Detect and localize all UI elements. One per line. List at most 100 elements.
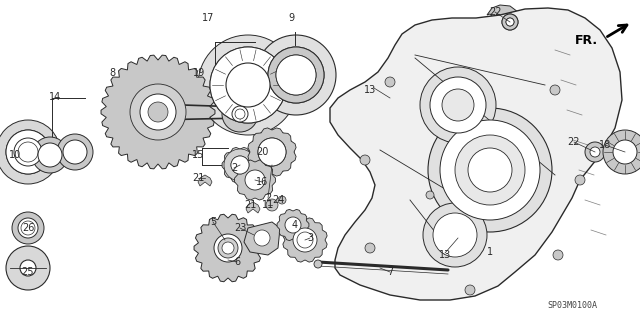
Circle shape bbox=[420, 67, 496, 143]
Text: FR.: FR. bbox=[575, 33, 598, 47]
Circle shape bbox=[440, 120, 540, 220]
Circle shape bbox=[256, 35, 336, 115]
Circle shape bbox=[140, 94, 176, 130]
Circle shape bbox=[585, 142, 605, 162]
Polygon shape bbox=[277, 209, 309, 241]
Polygon shape bbox=[330, 8, 622, 300]
Circle shape bbox=[276, 55, 316, 95]
Circle shape bbox=[276, 55, 316, 95]
Text: 24: 24 bbox=[272, 195, 284, 205]
Circle shape bbox=[575, 175, 585, 185]
Circle shape bbox=[231, 156, 249, 174]
Circle shape bbox=[426, 191, 434, 199]
Circle shape bbox=[6, 130, 50, 174]
Circle shape bbox=[18, 218, 38, 238]
Circle shape bbox=[32, 137, 68, 173]
Circle shape bbox=[210, 47, 286, 123]
Circle shape bbox=[502, 14, 518, 30]
Circle shape bbox=[550, 85, 560, 95]
Circle shape bbox=[14, 138, 42, 166]
Text: 25: 25 bbox=[22, 267, 35, 277]
Text: 14: 14 bbox=[49, 92, 61, 102]
Circle shape bbox=[235, 109, 245, 119]
Circle shape bbox=[245, 170, 265, 190]
Circle shape bbox=[285, 217, 301, 233]
Circle shape bbox=[254, 230, 270, 246]
Text: 4: 4 bbox=[292, 220, 298, 230]
Circle shape bbox=[38, 143, 62, 167]
Circle shape bbox=[468, 148, 512, 192]
Circle shape bbox=[20, 260, 36, 276]
Circle shape bbox=[148, 102, 168, 122]
Polygon shape bbox=[244, 222, 280, 255]
Circle shape bbox=[502, 14, 518, 30]
Circle shape bbox=[18, 142, 38, 162]
Text: 22: 22 bbox=[489, 7, 501, 17]
Text: 26: 26 bbox=[22, 223, 34, 233]
Circle shape bbox=[293, 228, 317, 252]
Polygon shape bbox=[248, 128, 296, 176]
Circle shape bbox=[198, 35, 298, 135]
Text: 23: 23 bbox=[234, 223, 246, 233]
Circle shape bbox=[232, 106, 248, 122]
Circle shape bbox=[613, 140, 637, 164]
Text: 3: 3 bbox=[307, 233, 313, 243]
Text: 19: 19 bbox=[193, 68, 205, 78]
Circle shape bbox=[218, 238, 238, 258]
Circle shape bbox=[430, 77, 486, 133]
Polygon shape bbox=[235, 160, 275, 200]
Circle shape bbox=[130, 84, 186, 140]
Circle shape bbox=[360, 155, 370, 165]
Text: 13: 13 bbox=[364, 85, 376, 95]
Circle shape bbox=[140, 94, 176, 130]
Circle shape bbox=[465, 285, 475, 295]
Circle shape bbox=[57, 134, 93, 170]
Text: 20: 20 bbox=[256, 147, 268, 157]
Circle shape bbox=[428, 108, 552, 232]
Circle shape bbox=[266, 199, 278, 211]
Text: 5: 5 bbox=[210, 217, 216, 227]
Circle shape bbox=[21, 221, 35, 235]
Polygon shape bbox=[283, 218, 327, 262]
Circle shape bbox=[0, 120, 60, 184]
Circle shape bbox=[6, 246, 50, 290]
Polygon shape bbox=[487, 5, 520, 30]
Circle shape bbox=[590, 147, 600, 157]
Circle shape bbox=[603, 130, 640, 174]
Polygon shape bbox=[198, 175, 212, 186]
Circle shape bbox=[553, 250, 563, 260]
Text: 16: 16 bbox=[256, 177, 268, 187]
Circle shape bbox=[12, 212, 44, 244]
Text: 17: 17 bbox=[202, 13, 214, 23]
Text: 7: 7 bbox=[387, 267, 393, 277]
Circle shape bbox=[455, 135, 525, 205]
Polygon shape bbox=[222, 147, 258, 182]
Circle shape bbox=[210, 47, 286, 123]
Text: 2: 2 bbox=[231, 163, 237, 173]
Text: 13: 13 bbox=[439, 250, 451, 260]
Text: 22: 22 bbox=[568, 137, 580, 147]
Text: SP03M0100A: SP03M0100A bbox=[547, 300, 597, 309]
Circle shape bbox=[214, 234, 242, 262]
Circle shape bbox=[433, 213, 477, 257]
Circle shape bbox=[442, 89, 474, 121]
Circle shape bbox=[423, 203, 487, 267]
Text: 18: 18 bbox=[599, 140, 611, 150]
Circle shape bbox=[63, 140, 87, 164]
Circle shape bbox=[385, 77, 395, 87]
Polygon shape bbox=[101, 55, 215, 169]
Circle shape bbox=[250, 130, 294, 174]
Polygon shape bbox=[246, 202, 260, 213]
Text: 8: 8 bbox=[109, 68, 115, 78]
Text: 10: 10 bbox=[9, 150, 21, 160]
Circle shape bbox=[231, 156, 249, 174]
Text: 11: 11 bbox=[262, 200, 274, 210]
Circle shape bbox=[258, 138, 286, 166]
Circle shape bbox=[297, 232, 313, 248]
Circle shape bbox=[226, 63, 270, 107]
Circle shape bbox=[258, 138, 286, 166]
Circle shape bbox=[506, 18, 514, 26]
Text: 2: 2 bbox=[265, 193, 271, 203]
Circle shape bbox=[224, 149, 256, 181]
Text: 1: 1 bbox=[487, 247, 493, 257]
